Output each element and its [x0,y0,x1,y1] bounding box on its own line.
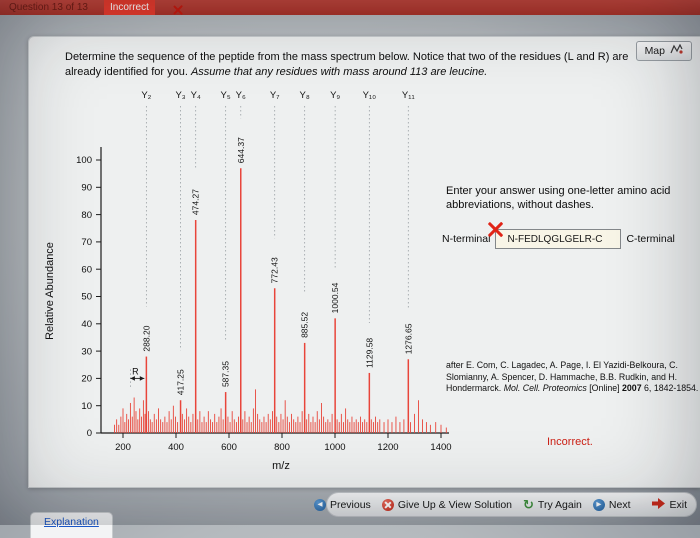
exit-icon [652,497,666,512]
svg-text:200: 200 [115,442,131,453]
svg-text:885.52: 885.52 [300,312,310,338]
svg-text:70: 70 [81,237,92,248]
citation-authors: after E. Com, C. Lagadec, A. Page, I. El… [446,360,678,394]
svg-text:Y₁₀: Y₁₀ [363,90,377,101]
svg-text:1200: 1200 [377,442,398,453]
svg-text:20: 20 [81,374,92,385]
question-text: Determine the sequence of the peptide fr… [65,50,649,80]
svg-text:1129.58: 1129.58 [364,338,374,368]
citation-rest: 6, 1842-1854. [641,383,699,394]
citation-journal: Mol. Cell. Proteomics [503,383,587,394]
question-counter: Question 13 of 13 [9,2,88,13]
svg-text:R: R [132,366,139,376]
next-button[interactable]: ▶ Next [592,498,631,511]
map-icon [670,43,683,58]
try-again-icon: ↻ [523,496,534,512]
svg-text:772.43: 772.43 [270,257,280,283]
answer-input-wrap [495,229,622,249]
give-up-x-icon [381,498,394,511]
svg-text:288.20: 288.20 [141,325,151,351]
svg-text:10: 10 [81,401,92,412]
answer-input[interactable] [495,229,622,249]
svg-text:1400: 1400 [430,442,451,453]
svg-text:800: 800 [274,442,290,453]
svg-text:40: 40 [81,319,92,330]
svg-text:Y₂: Y₂ [141,90,151,101]
question-bar: Question 13 of 13 Incorrect [0,0,700,15]
explanation-label: Explanation [44,516,99,528]
answer-instructions: Enter your answer using one-letter amino… [446,185,671,212]
question-panel: Map Determine the sequence of the peptid… [28,36,700,488]
svg-text:30: 30 [81,346,92,357]
exit-button[interactable]: Exit [652,497,687,512]
svg-text:100: 100 [76,155,92,166]
explanation-tab[interactable]: Explanation [30,512,113,538]
svg-text:Y₆: Y₆ [236,90,246,101]
answer-row: N-terminal C-terminal [442,229,675,249]
give-up-button[interactable]: Give Up & View Solution [381,498,513,511]
svg-text:Y₃: Y₃ [175,90,185,101]
exit-label: Exit [669,498,687,511]
svg-text:1276.65: 1276.65 [403,323,413,354]
citation: after E. Com, C. Lagadec, A. Page, I. El… [446,360,699,395]
svg-text:60: 60 [81,264,92,275]
map-button[interactable]: Map [635,41,692,61]
map-button-label: Map [644,45,665,57]
feedback-incorrect: Incorrect. [547,436,593,448]
svg-text:90: 90 [81,183,92,194]
next-label: Next [608,498,631,511]
citation-online: [Online] [586,383,623,394]
citation-year: 2007 [622,383,642,394]
give-up-label: Give Up & View Solution [397,498,513,511]
svg-text:474.27: 474.27 [191,189,201,215]
incorrect-x-icon [173,4,184,15]
svg-text:0: 0 [87,428,92,439]
question-text-normal: Determine the sequence of the peptide fr… [65,51,629,78]
svg-text:Y₄: Y₄ [191,90,201,101]
svg-text:Y₇: Y₇ [270,90,280,101]
c-terminal-label: C-terminal [626,233,675,245]
mass-spectrum-svg: 0 10 20 30 40 50 60 70 80 90 100 200 400 600 800 1000 12… [44,90,452,472]
try-again-label: Try Again [537,498,582,511]
svg-text:Y₉: Y₉ [330,90,340,101]
svg-text:587.35: 587.35 [221,361,231,387]
svg-text:Y₈: Y₈ [300,90,310,101]
try-again-button[interactable]: ↻ Try Again [523,496,582,512]
answer-incorrect-x-icon [487,221,504,238]
next-icon: ▶ [592,498,605,511]
svg-text:644.37: 644.37 [236,137,246,163]
svg-text:Relative Abundance: Relative Abundance [44,242,56,340]
svg-text:50: 50 [81,292,92,303]
svg-text:417.25: 417.25 [176,369,186,395]
svg-text:1000.54: 1000.54 [330,282,340,313]
n-terminal-label: N-terminal [442,233,491,245]
svg-text:1000: 1000 [324,442,345,453]
status-badge: Incorrect [104,0,155,15]
mass-spectrum-chart: 0 10 20 30 40 50 60 70 80 90 100 200 400 600 800 1000 12… [41,85,461,477]
previous-button[interactable]: ◀ Previous [313,498,371,511]
svg-text:600: 600 [221,442,237,453]
svg-text:Y₁₁: Y₁₁ [402,90,415,101]
footer-toolbar: ◀ Previous Give Up & View Solution ↻ Try… [313,492,697,517]
svg-text:80: 80 [81,210,92,221]
question-text-italic: Assume that any residues with mass aroun… [190,65,488,78]
previous-icon: ◀ [313,498,326,511]
svg-text:Y₅: Y₅ [221,90,231,101]
svg-text:m/z: m/z [272,460,290,472]
svg-text:400: 400 [168,442,184,453]
previous-label: Previous [329,498,371,511]
